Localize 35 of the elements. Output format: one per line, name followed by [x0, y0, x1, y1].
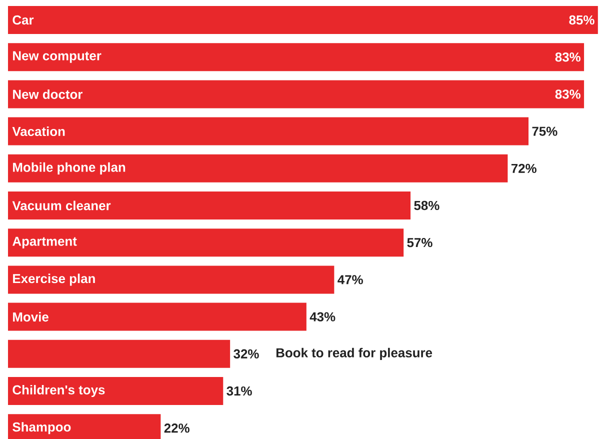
y-tick-label: Car: [12, 15, 34, 25]
bar: [8, 43, 584, 72]
data-label: 32%: [234, 349, 259, 358]
y-tick-label: New computer: [13, 51, 102, 63]
data-label: 31%: [226, 386, 252, 396]
data-label: 72%: [511, 164, 536, 173]
y-tick-label: Shampoo: [12, 422, 71, 434]
data-label: 58%: [414, 200, 440, 210]
data-label: 83%: [555, 52, 580, 62]
y-tick-label: New doctor: [13, 89, 83, 99]
y-tick-label: Children's toys: [12, 384, 105, 398]
bar: [8, 192, 411, 220]
bar: [8, 6, 598, 34]
bar: [8, 340, 230, 368]
y-tick-label: Mobile phone plan: [13, 162, 126, 174]
y-tick-label: Vacuum cleaner: [12, 200, 111, 210]
bar: [8, 117, 529, 146]
bar: [8, 80, 584, 108]
bar: [8, 228, 404, 257]
data-label: 22%: [164, 424, 190, 433]
data-label: 57%: [407, 238, 432, 248]
data-label: 47%: [338, 275, 363, 284]
y-tick-label: Apartment: [12, 236, 77, 248]
y-tick-label: Book to read for pleasure: [276, 348, 432, 360]
data-label: 75%: [532, 126, 558, 136]
bar: [8, 154, 508, 182]
y-tick-label: Exercise plan: [13, 274, 95, 286]
data-label: 43%: [310, 312, 336, 322]
bar: [8, 266, 334, 294]
bar: [8, 377, 224, 406]
y-tick-label: Movie: [13, 312, 48, 322]
data-label: 83%: [555, 90, 580, 99]
bar: [8, 302, 306, 331]
data-label: 85%: [569, 15, 594, 25]
y-tick-label: Vacation: [12, 126, 65, 136]
